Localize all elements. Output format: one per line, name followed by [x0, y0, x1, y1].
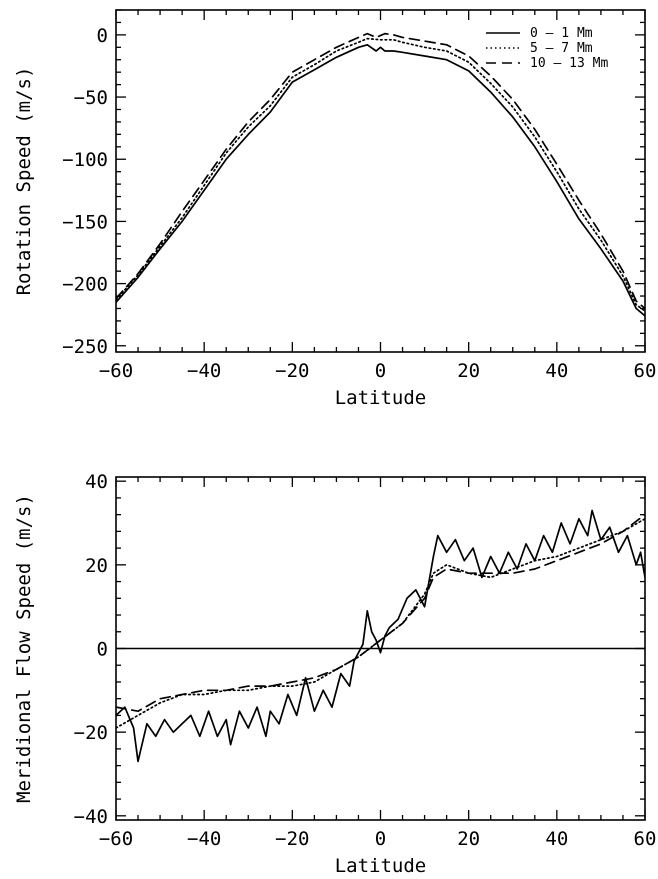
- x-tick-label: 60: [634, 828, 657, 850]
- x-tick-label: −40: [187, 360, 221, 382]
- series-line-1: [116, 509, 645, 763]
- series-line-3: [116, 32, 645, 310]
- x-tick-label: 20: [457, 360, 480, 382]
- x-tick-label: 0: [375, 360, 386, 382]
- rotation-speed-panel: −60 −40 −20 0 20 40 600−50−100−150−200−250Lati…: [13, 9, 657, 409]
- x-axis-label: Latitude: [335, 387, 427, 409]
- y-tick-label: 20: [85, 555, 108, 577]
- x-tick-label: 40: [545, 828, 568, 850]
- x-axis-label: Latitude: [335, 855, 427, 877]
- y-tick-label: −50: [74, 87, 108, 109]
- y-tick-label: −250: [62, 336, 108, 358]
- series-line-3: [116, 513, 645, 713]
- y-axis-label: Meridional Flow Speed (m/s): [13, 494, 35, 803]
- y-tick-label: −40: [74, 806, 108, 828]
- legend-label-2: 5 – 7 Mm: [530, 41, 593, 56]
- y-tick-label: 0: [97, 639, 108, 661]
- y-tick-label: −150: [62, 211, 108, 233]
- y-tick-label: −20: [74, 722, 108, 744]
- meridional-flow-panel: −60 −40 −20 0 20 40 6040200−20−40LatitudeMerid…: [13, 471, 656, 877]
- legend-label-3: 10 – 13 Mm: [530, 56, 608, 71]
- y-axis-label: Rotation Speed (m/s): [13, 67, 35, 296]
- x-tick-label: −60: [99, 828, 133, 850]
- x-tick-label: −20: [275, 360, 309, 382]
- x-tick-label: −20: [275, 828, 309, 850]
- legend-label-1: 0 – 1 Mm: [530, 26, 593, 41]
- x-tick-label: −40: [187, 828, 221, 850]
- y-tick-label: −200: [62, 274, 108, 296]
- y-tick-label: 0: [97, 25, 108, 47]
- x-tick-label: 60: [634, 360, 657, 382]
- series-line-1: [116, 43, 645, 317]
- series-line-2: [116, 37, 645, 312]
- y-tick-label: 40: [85, 471, 108, 493]
- y-tick-label: −100: [62, 149, 108, 171]
- series-line-2: [116, 517, 645, 729]
- x-tick-label: −60: [99, 360, 133, 382]
- x-tick-label: 40: [545, 360, 568, 382]
- x-tick-label: 20: [457, 828, 480, 850]
- x-tick-label: 0: [375, 828, 386, 850]
